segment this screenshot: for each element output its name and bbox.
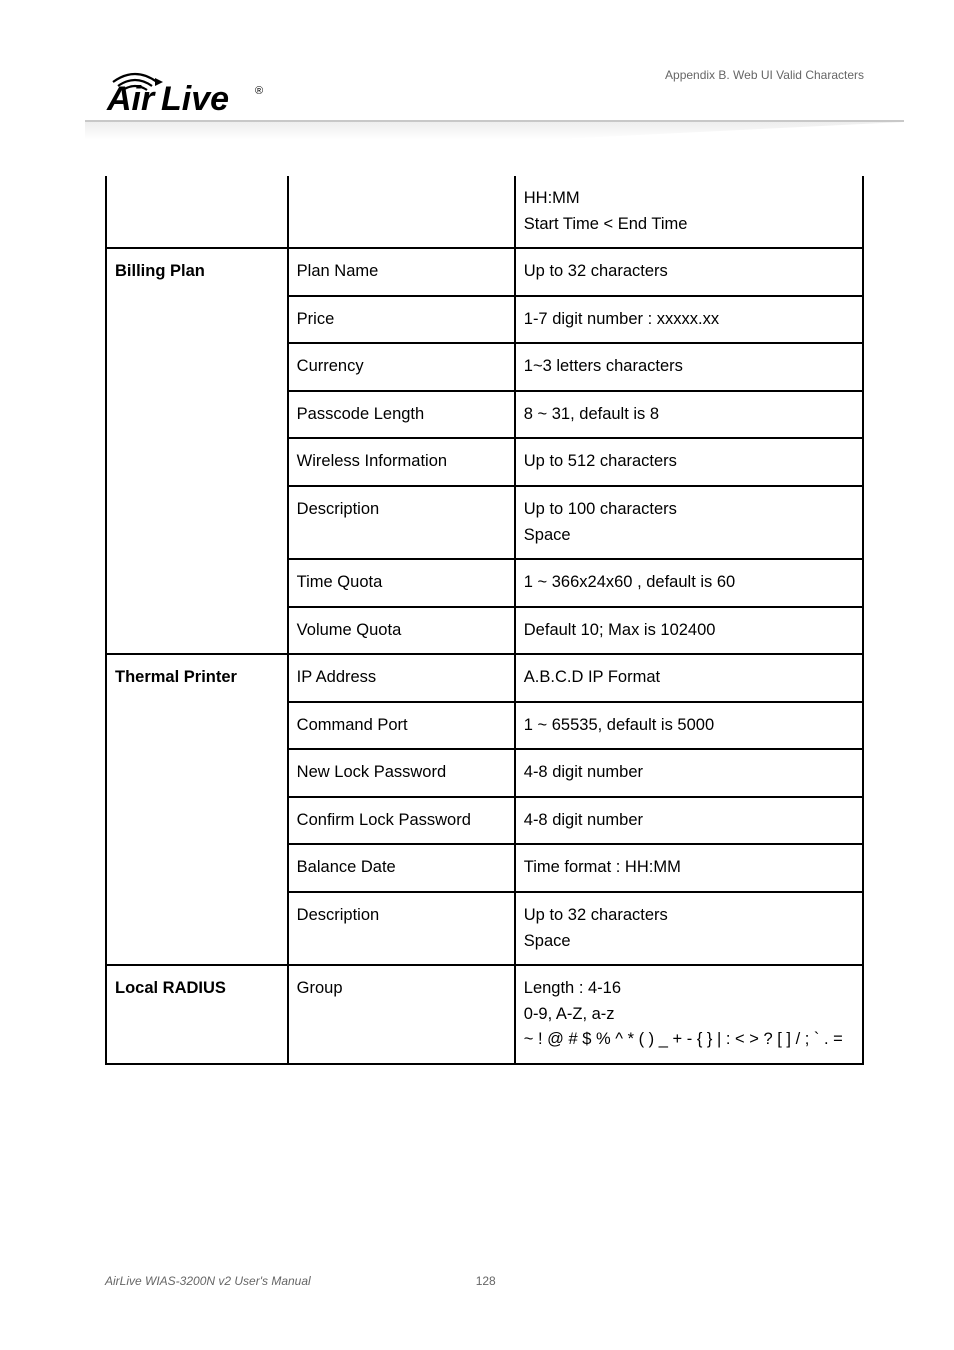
table-row: Currency1~3 letters characters — [106, 343, 863, 391]
table-cell-value: 1 ~ 366x24x60 , default is 60 — [515, 559, 863, 607]
table-cell-section — [106, 749, 288, 797]
table-cell-value: Up to 32 characters — [515, 248, 863, 296]
table-row: DescriptionUp to 100 charactersSpace — [106, 486, 863, 559]
table-cell-section — [106, 797, 288, 845]
table-cell-value: 4-8 digit number — [515, 749, 863, 797]
table-cell-field: Confirm Lock Password — [288, 797, 515, 845]
table-cell-value: 4-8 digit number — [515, 797, 863, 845]
table-cell-field: Plan Name — [288, 248, 515, 296]
table-cell-section — [106, 438, 288, 486]
table-cell-section — [106, 176, 288, 248]
table-cell-field: Currency — [288, 343, 515, 391]
table-cell-value: Up to 100 charactersSpace — [515, 486, 863, 559]
table-cell-value: 1~3 letters characters — [515, 343, 863, 391]
footer-manual-title: AirLive WIAS-3200N v2 User's Manual — [105, 1274, 311, 1288]
table-cell-value: Time format : HH:MM — [515, 844, 863, 892]
header-row: Air Live ® Appendix B. Web UI Valid Char… — [105, 60, 864, 116]
table-body: HH:MMStart Time < End TimeBilling PlanPl… — [106, 176, 863, 1064]
table-cell-section — [106, 343, 288, 391]
valid-characters-table: HH:MMStart Time < End TimeBilling PlanPl… — [105, 176, 864, 1065]
table-cell-section — [106, 391, 288, 439]
page: Air Live ® Appendix B. Web UI Valid Char… — [0, 0, 954, 1350]
table-cell-value: 1 ~ 65535, default is 5000 — [515, 702, 863, 750]
svg-text:Air: Air — [106, 80, 156, 116]
table-row: Passcode Length8 ~ 31, default is 8 — [106, 391, 863, 439]
table-cell-field: Time Quota — [288, 559, 515, 607]
svg-text:®: ® — [255, 85, 263, 97]
table-cell-value: Up to 512 characters — [515, 438, 863, 486]
table-row: Balance DateTime format : HH:MM — [106, 844, 863, 892]
table-row: Confirm Lock Password4-8 digit number — [106, 797, 863, 845]
table-cell-section — [106, 607, 288, 655]
table-cell-field: Description — [288, 892, 515, 965]
table-cell-section: Local RADIUS — [106, 965, 288, 1064]
table-cell-section — [106, 892, 288, 965]
table-cell-field: Wireless Information — [288, 438, 515, 486]
table-cell-field: IP Address — [288, 654, 515, 702]
table-cell-field: Description — [288, 486, 515, 559]
table-row: Price1-7 digit number : xxxxx.xx — [106, 296, 863, 344]
footer: AirLive WIAS-3200N v2 User's Manual 128 — [105, 1274, 864, 1288]
table-cell-section — [106, 702, 288, 750]
table-row: Time Quota1 ~ 366x24x60 , default is 60 — [106, 559, 863, 607]
logo: Air Live ® — [105, 60, 290, 116]
table-cell-value: 8 ~ 31, default is 8 — [515, 391, 863, 439]
table-row: Thermal PrinterIP AddressA.B.C.D IP Form… — [106, 654, 863, 702]
table-cell-section: Thermal Printer — [106, 654, 288, 702]
table-row: HH:MMStart Time < End Time — [106, 176, 863, 248]
table-row: New Lock Password4-8 digit number — [106, 749, 863, 797]
table-row: Volume QuotaDefault 10; Max is 102400 — [106, 607, 863, 655]
table-cell-field: Volume Quota — [288, 607, 515, 655]
table-cell-value: A.B.C.D IP Format — [515, 654, 863, 702]
table-cell-section — [106, 486, 288, 559]
footer-page-number: 128 — [476, 1274, 496, 1288]
table-cell-field: Passcode Length — [288, 391, 515, 439]
table-cell-section — [106, 844, 288, 892]
table-cell-field — [288, 176, 515, 248]
table-cell-field: Command Port — [288, 702, 515, 750]
table-cell-section — [106, 559, 288, 607]
table-cell-value: Length : 4-160-9, A-Z, a-z~ ! @ # $ % ^ … — [515, 965, 863, 1064]
table-cell-field: Price — [288, 296, 515, 344]
table-cell-field: Balance Date — [288, 844, 515, 892]
table-row: Billing PlanPlan NameUp to 32 characters — [106, 248, 863, 296]
table-row: Command Port1 ~ 65535, default is 5000 — [106, 702, 863, 750]
table-cell-value: Default 10; Max is 102400 — [515, 607, 863, 655]
table-cell-section: Billing Plan — [106, 248, 288, 296]
table-cell-field: New Lock Password — [288, 749, 515, 797]
table-cell-section — [106, 296, 288, 344]
airlive-logo-icon: Air Live ® — [105, 60, 290, 116]
table-row: DescriptionUp to 32 charactersSpace — [106, 892, 863, 965]
table-row: Wireless InformationUp to 512 characters — [106, 438, 863, 486]
table-cell-value: Up to 32 charactersSpace — [515, 892, 863, 965]
table-row: Local RADIUSGroupLength : 4-160-9, A-Z, … — [106, 965, 863, 1064]
svg-text:Live: Live — [161, 80, 229, 116]
header-appendix-text: Appendix B. Web UI Valid Characters — [665, 60, 864, 82]
header-divider — [105, 120, 864, 146]
table-cell-value: 1-7 digit number : xxxxx.xx — [515, 296, 863, 344]
table-cell-field: Group — [288, 965, 515, 1064]
table-cell-value: HH:MMStart Time < End Time — [515, 176, 863, 248]
